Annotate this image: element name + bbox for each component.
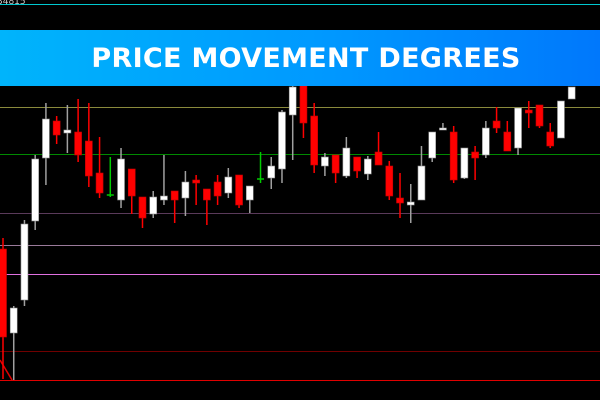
trend-marker	[0, 359, 13, 381]
bull-candle	[63, 129, 72, 134]
bull-candle	[514, 107, 522, 149]
bull-candle	[417, 165, 426, 201]
bull-candle	[245, 185, 254, 201]
bear-candle	[299, 79, 308, 124]
bear-candle	[331, 154, 340, 174]
bull-candle	[406, 201, 415, 206]
bear-candle	[95, 172, 104, 194]
bull-candle	[117, 158, 125, 201]
bear-candle	[396, 197, 404, 204]
bear-candle	[213, 181, 222, 197]
bull-candle	[31, 158, 39, 222]
bull-candle	[9, 307, 18, 334]
bear-candle	[138, 196, 147, 219]
bull-candle	[20, 223, 29, 301]
bear-candle	[203, 188, 211, 201]
bear-candle	[385, 165, 394, 197]
price-label: 34815	[0, 0, 26, 7]
bear-candle	[524, 109, 533, 114]
bear-candle	[192, 179, 200, 184]
bull-candle	[482, 127, 490, 156]
bull-candle	[288, 86, 297, 116]
banner-title: PRICE MOVEMENT DEGREES	[91, 42, 521, 74]
bear-candle	[374, 151, 383, 166]
bull-candle	[567, 86, 576, 100]
bear-candle	[310, 115, 318, 166]
bull-candle	[42, 118, 50, 159]
bull-candle	[149, 196, 158, 215]
bear-candle	[503, 131, 512, 152]
bear-candle	[235, 174, 243, 206]
bull-candle	[460, 147, 469, 179]
bear-candle	[85, 140, 93, 177]
bear-candle	[535, 104, 544, 127]
bear-candle	[0, 248, 7, 338]
bull-candle	[557, 100, 565, 139]
bull-candle	[364, 158, 372, 175]
bull-candle	[278, 111, 286, 170]
bear-candle	[52, 120, 61, 136]
bull-candle	[428, 131, 437, 159]
bear-candle	[353, 156, 361, 172]
bear-candle	[127, 168, 136, 197]
bull-candle	[181, 181, 190, 199]
bull-candle	[321, 156, 329, 167]
bull-candle	[439, 127, 447, 131]
bear-candle	[74, 131, 82, 156]
bear-candle	[471, 151, 479, 159]
bull-candle	[160, 195, 168, 201]
bear-candle	[492, 120, 501, 129]
title-banner: PRICE MOVEMENT DEGREES	[0, 30, 600, 86]
bull-candle	[342, 147, 351, 177]
bear-candle	[170, 190, 179, 201]
bear-candle	[546, 131, 555, 147]
bull-candle	[267, 165, 276, 179]
bull-candle	[224, 176, 233, 194]
bear-candle	[449, 131, 458, 181]
